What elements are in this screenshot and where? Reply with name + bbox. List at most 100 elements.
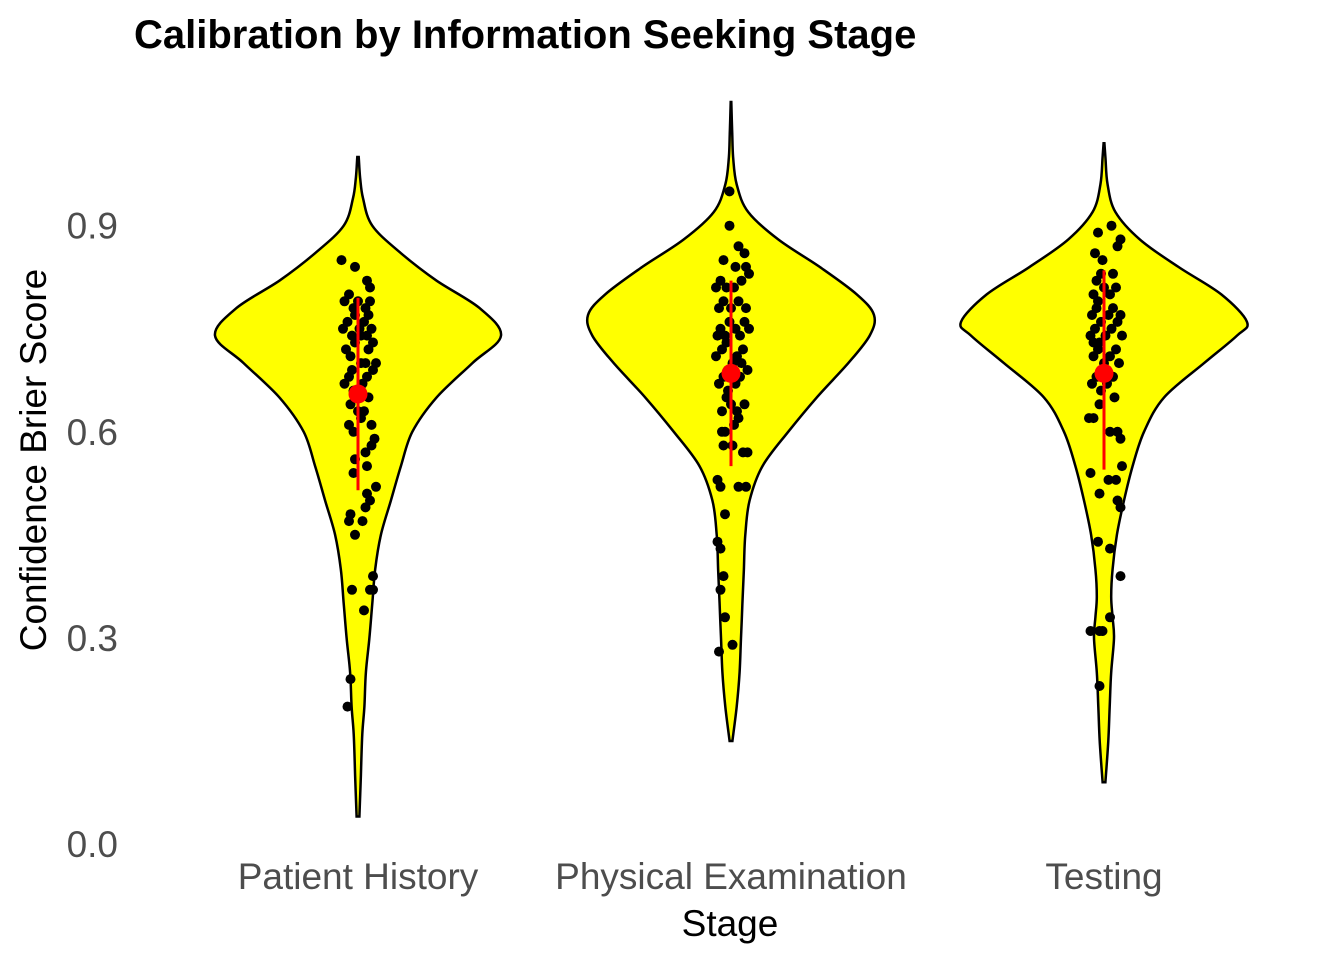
violin-group-1 <box>585 100 877 743</box>
violin-group-0 <box>213 155 503 818</box>
data-point <box>342 316 353 327</box>
y-tick-label: 0.6 <box>67 412 118 453</box>
data-point <box>720 612 730 623</box>
data-point <box>347 584 357 595</box>
y-axis-label: Confidence Brier Score <box>13 269 54 652</box>
data-point <box>1085 626 1096 636</box>
data-point <box>348 426 359 437</box>
data-point <box>1105 289 1115 300</box>
data-point <box>350 529 360 540</box>
data-point <box>732 406 742 417</box>
data-point <box>365 495 375 506</box>
data-point <box>1093 227 1103 238</box>
mean-point <box>721 363 741 383</box>
data-point <box>359 605 369 616</box>
data-point <box>720 509 730 520</box>
data-point <box>363 310 374 320</box>
x-tick-label: Testing <box>1045 856 1162 897</box>
data-point <box>717 426 727 437</box>
data-point <box>368 337 378 348</box>
data-point <box>1114 358 1124 369</box>
data-point <box>347 330 357 341</box>
data-point <box>1115 502 1126 513</box>
data-point <box>742 447 753 458</box>
x-tick-label: Patient History <box>238 856 479 897</box>
data-point <box>739 399 750 410</box>
data-point <box>344 289 354 300</box>
data-point <box>1117 330 1127 341</box>
data-point <box>362 371 372 382</box>
data-point <box>1097 255 1108 266</box>
data-point <box>1109 392 1120 403</box>
data-point <box>1094 681 1105 691</box>
data-point <box>1115 234 1126 245</box>
data-point <box>715 584 726 595</box>
data-point <box>366 323 377 334</box>
data-point <box>1111 282 1121 293</box>
data-point <box>342 701 353 712</box>
data-point <box>1090 323 1100 334</box>
data-point <box>724 220 735 231</box>
data-point <box>345 351 356 362</box>
data-point <box>736 358 747 369</box>
data-point <box>1115 571 1126 582</box>
data-point <box>1094 399 1105 410</box>
data-point <box>735 330 745 341</box>
data-point <box>1106 220 1117 231</box>
data-point <box>1088 413 1099 424</box>
data-point <box>1090 248 1100 259</box>
data-point <box>711 351 721 362</box>
data-point <box>1103 474 1114 485</box>
data-point <box>715 543 726 554</box>
data-point <box>718 255 729 266</box>
data-point <box>357 516 368 527</box>
data-point <box>1115 433 1126 444</box>
y-tick-label: 0.0 <box>67 824 118 865</box>
violin-group-2 <box>959 142 1249 784</box>
mean-point <box>348 384 368 404</box>
data-point <box>1094 488 1105 499</box>
data-point <box>366 419 377 430</box>
data-point <box>1108 268 1118 279</box>
data-point <box>718 296 729 307</box>
y-axis-ticks: 0.0 0.3 0.6 0.9 <box>67 206 118 865</box>
data-point <box>360 447 371 458</box>
data-point <box>741 303 751 314</box>
data-point <box>348 468 359 478</box>
data-point <box>350 261 360 272</box>
data-point <box>336 255 347 266</box>
data-point <box>730 261 741 272</box>
x-tick-label: Physical Examination <box>555 856 907 897</box>
data-point <box>1085 468 1096 478</box>
chart-title: Calibration by Information Seeking Stage <box>134 13 916 57</box>
data-point <box>1105 351 1115 362</box>
data-point <box>736 275 747 286</box>
data-point <box>742 365 753 375</box>
data-point <box>365 296 375 307</box>
data-point <box>1097 626 1108 636</box>
data-point <box>727 639 738 650</box>
data-point <box>347 365 357 375</box>
data-point <box>1088 337 1099 348</box>
data-point <box>733 481 744 492</box>
data-point <box>739 248 750 259</box>
data-point <box>345 509 356 520</box>
data-point <box>733 241 744 252</box>
data-point <box>724 186 735 197</box>
data-point <box>368 571 378 582</box>
data-point <box>1106 323 1117 334</box>
data-point <box>718 440 729 451</box>
data-point <box>1115 310 1126 320</box>
data-point <box>717 406 727 417</box>
data-point <box>715 275 726 286</box>
data-point <box>741 481 751 492</box>
data-point <box>1105 426 1115 437</box>
y-tick-label: 0.3 <box>67 618 118 659</box>
data-point <box>1093 296 1103 307</box>
data-point <box>368 584 378 595</box>
data-point <box>371 358 381 369</box>
data-point <box>1108 303 1118 314</box>
data-point <box>741 261 751 272</box>
x-axis-ticks: Patient History Physical Examination Testi… <box>238 856 1163 897</box>
